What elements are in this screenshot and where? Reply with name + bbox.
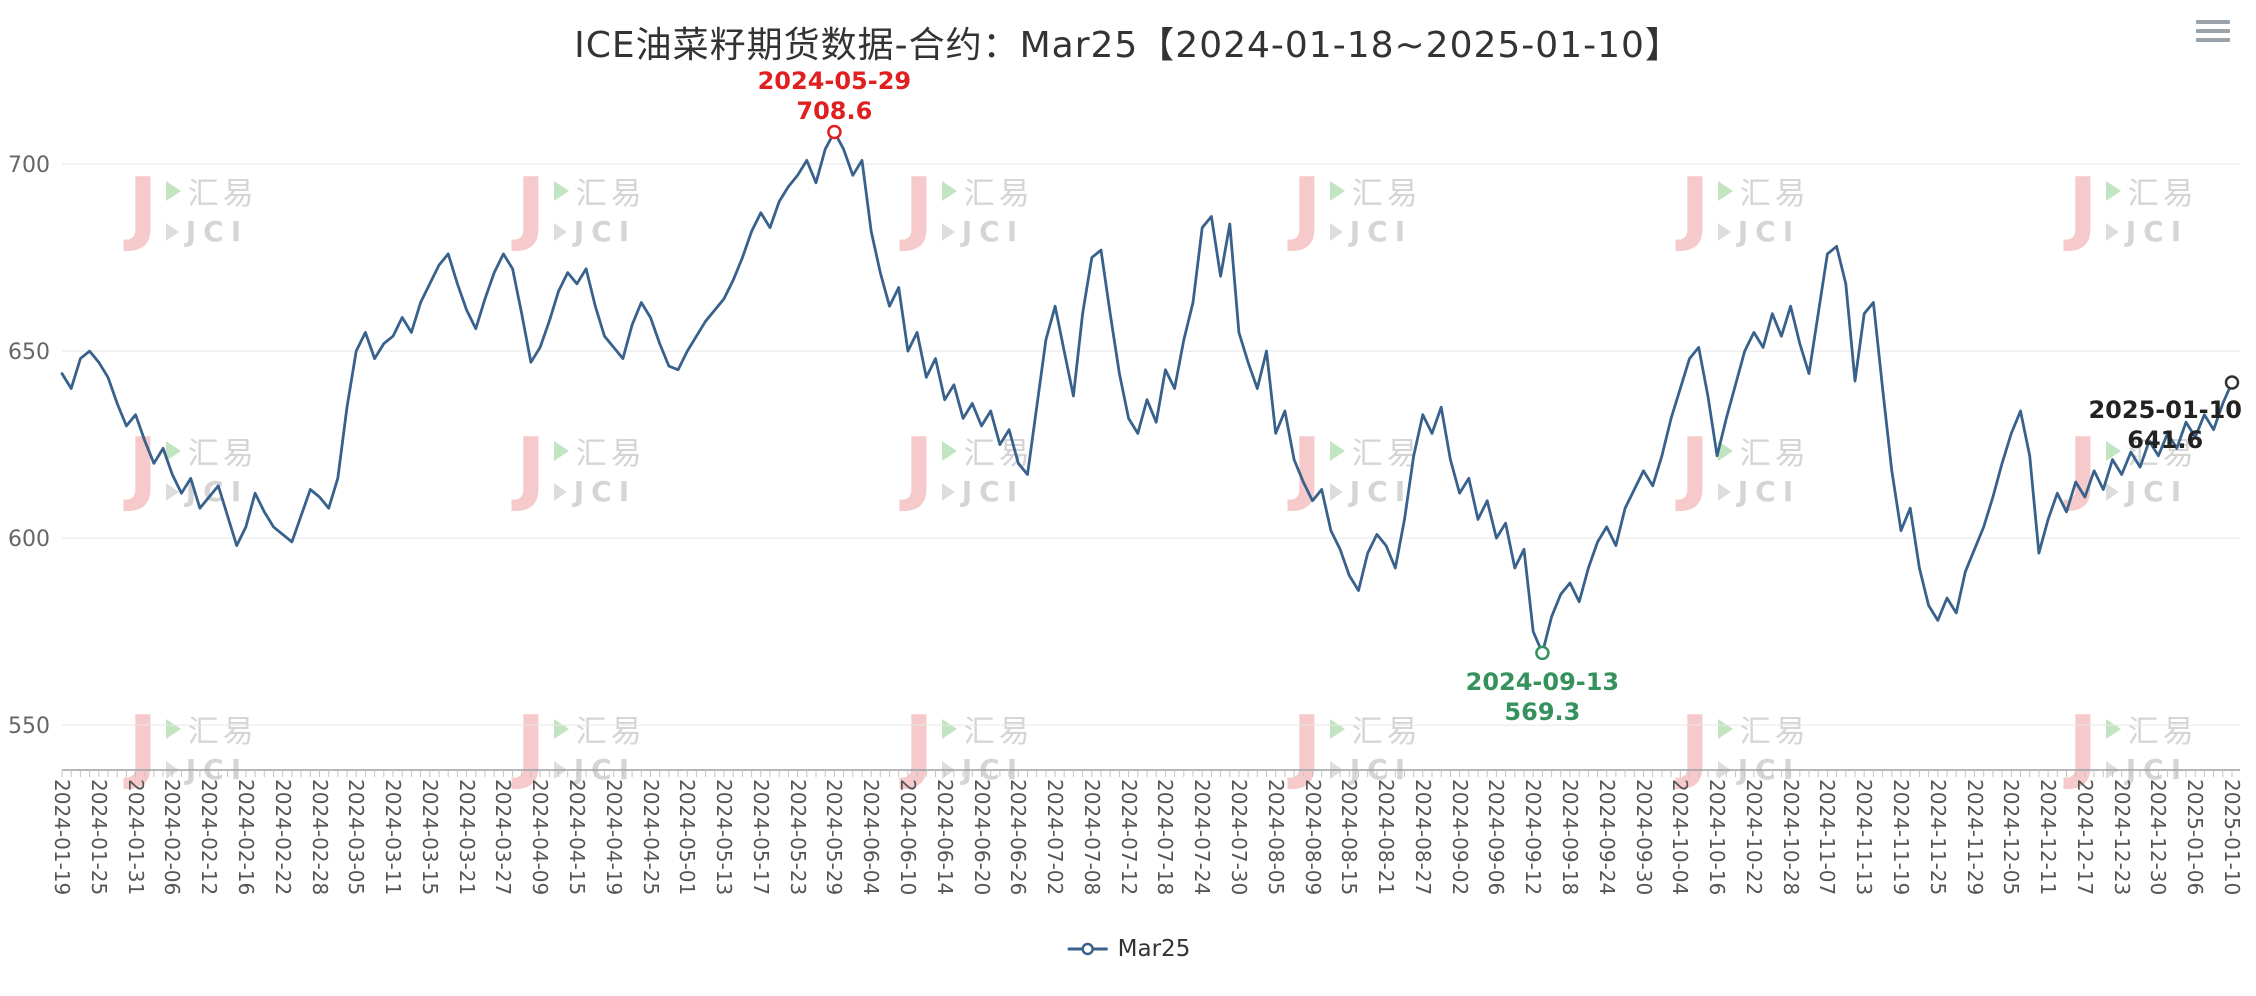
- x-axis-label: 2024-08-21: [1374, 779, 1399, 896]
- x-axis-label: 2024-02-22: [270, 779, 295, 896]
- x-axis-label: 2024-10-04: [1668, 779, 1693, 896]
- x-axis-label: 2024-09-30: [1631, 779, 1656, 896]
- x-axis-label: 2024-09-06: [1484, 779, 1509, 896]
- x-axis-label: 2024-12-05: [1999, 779, 2024, 896]
- x-axis-label: 2024-03-11: [381, 779, 405, 896]
- x-axis-label: 2024-09-02: [1447, 779, 1472, 896]
- hamburger-menu-icon[interactable]: [2196, 20, 2230, 47]
- x-axis-label: 2024-08-05: [1263, 779, 1288, 896]
- x-axis-label: 2024-03-27: [491, 779, 516, 896]
- min-annotation: 2024-09-13 569.3: [1465, 667, 1620, 726]
- x-axis-label: 2024-06-26: [1006, 779, 1031, 896]
- last-point-marker: [2224, 375, 2240, 390]
- x-axis-label: 2024-12-30: [2146, 779, 2171, 896]
- legend-line-icon: [1067, 942, 1108, 956]
- x-axis-label: 2024-10-28: [1778, 779, 1803, 896]
- x-axis-label: 2024-08-27: [1410, 779, 1435, 896]
- x-axis-label: 2024-05-13: [712, 779, 736, 896]
- x-axis-label: 2025-01-06: [2183, 779, 2208, 896]
- x-axis-label: 2024-06-20: [969, 779, 994, 896]
- x-axis-label: 2024-02-28: [307, 779, 332, 896]
- x-axis-label: 2024-07-02: [1043, 779, 1068, 896]
- menu-bar: [2196, 29, 2230, 33]
- x-axis-label: 2024-08-15: [1337, 779, 1362, 896]
- x-axis-label: 2024-02-12: [197, 779, 222, 896]
- x-axis-label: 2024-03-05: [344, 779, 369, 896]
- x-axis-label: 2024-03-21: [454, 779, 479, 896]
- x-axis-label: 2024-11-13: [1852, 779, 1877, 896]
- x-axis-label: 2024-04-09: [528, 779, 553, 896]
- y-axis-label: 550: [8, 714, 50, 739]
- chart-title: ICE油菜籽期货数据-合约：Mar25【2024-01-18~2025-01-1…: [574, 25, 1682, 66]
- menu-bar: [2196, 20, 2230, 24]
- x-axis-ticks: [61, 770, 2233, 777]
- x-axis-label: 2024-12-11: [2036, 779, 2061, 896]
- x-axis-label: 2024-12-17: [2072, 779, 2097, 896]
- min-point-marker: [1535, 645, 1550, 661]
- x-axis-label: 2024-04-19: [601, 779, 626, 896]
- x-axis-label: 2024-11-29: [1962, 779, 1987, 896]
- legend-item-mar25[interactable]: Mar25: [1066, 936, 1191, 962]
- x-axis-label: 2024-07-12: [1116, 779, 1141, 896]
- x-axis-label: 2024-11-19: [1889, 779, 1913, 896]
- x-axis-label: 2024-01-31: [123, 779, 148, 896]
- max-point-marker: [827, 124, 842, 140]
- y-axis-label: 600: [8, 527, 50, 552]
- x-axis-label: 2024-09-12: [1521, 779, 1546, 896]
- x-axis-label: 2024-02-06: [160, 779, 185, 896]
- x-axis-label: 2024-07-30: [1226, 779, 1251, 896]
- legend-label: Mar25: [1117, 936, 1191, 962]
- x-axis-label: 2024-01-19: [50, 779, 74, 896]
- x-axis-label: 2024-09-24: [1594, 779, 1619, 896]
- x-axis-label: 2024-08-09: [1300, 779, 1325, 896]
- x-axis-label: 2024-07-18: [1153, 779, 1178, 896]
- x-axis-label: 2024-11-25: [1925, 779, 1950, 896]
- x-axis-label: 2024-06-04: [859, 779, 884, 896]
- last-annotation: 2025-01-10 641.6: [2088, 395, 2242, 454]
- max-annotation: 2024-05-29 708.6: [757, 66, 912, 125]
- x-axis-label: 2024-07-24: [1190, 779, 1215, 896]
- x-axis-label: 2024-10-22: [1741, 779, 1766, 896]
- x-axis-label: 2024-05-17: [748, 779, 773, 896]
- price-line: [60, 130, 2234, 655]
- x-axis-label: 2024-01-25: [86, 779, 111, 896]
- x-axis-label: 2024-11-07: [1815, 779, 1840, 896]
- x-axis-label: 2024-07-08: [1079, 779, 1104, 896]
- x-axis-label: 2024-04-25: [638, 779, 663, 896]
- x-axis-label: 2024-09-18: [1558, 779, 1582, 896]
- x-axis-label: 2024-12-23: [2109, 779, 2134, 896]
- x-axis-label: 2024-04-15: [564, 779, 589, 896]
- menu-bar: [2196, 38, 2230, 42]
- y-axis-label: 650: [8, 340, 50, 365]
- x-axis-label: 2024-05-01: [675, 779, 700, 896]
- x-axis-label: 2024-05-29: [822, 779, 847, 896]
- x-axis-label: 2024-06-10: [895, 779, 920, 896]
- x-axis-label: 2024-10-16: [1705, 779, 1730, 896]
- x-axis-label: 2024-03-15: [417, 779, 442, 896]
- x-axis-label: 2024-06-14: [932, 779, 957, 896]
- x-axis-label: 2024-05-23: [785, 779, 810, 896]
- x-axis-label: 2025-01-10: [2220, 779, 2244, 896]
- y-axis-label: 700: [8, 153, 50, 178]
- x-axis-label: 2024-02-16: [233, 779, 258, 896]
